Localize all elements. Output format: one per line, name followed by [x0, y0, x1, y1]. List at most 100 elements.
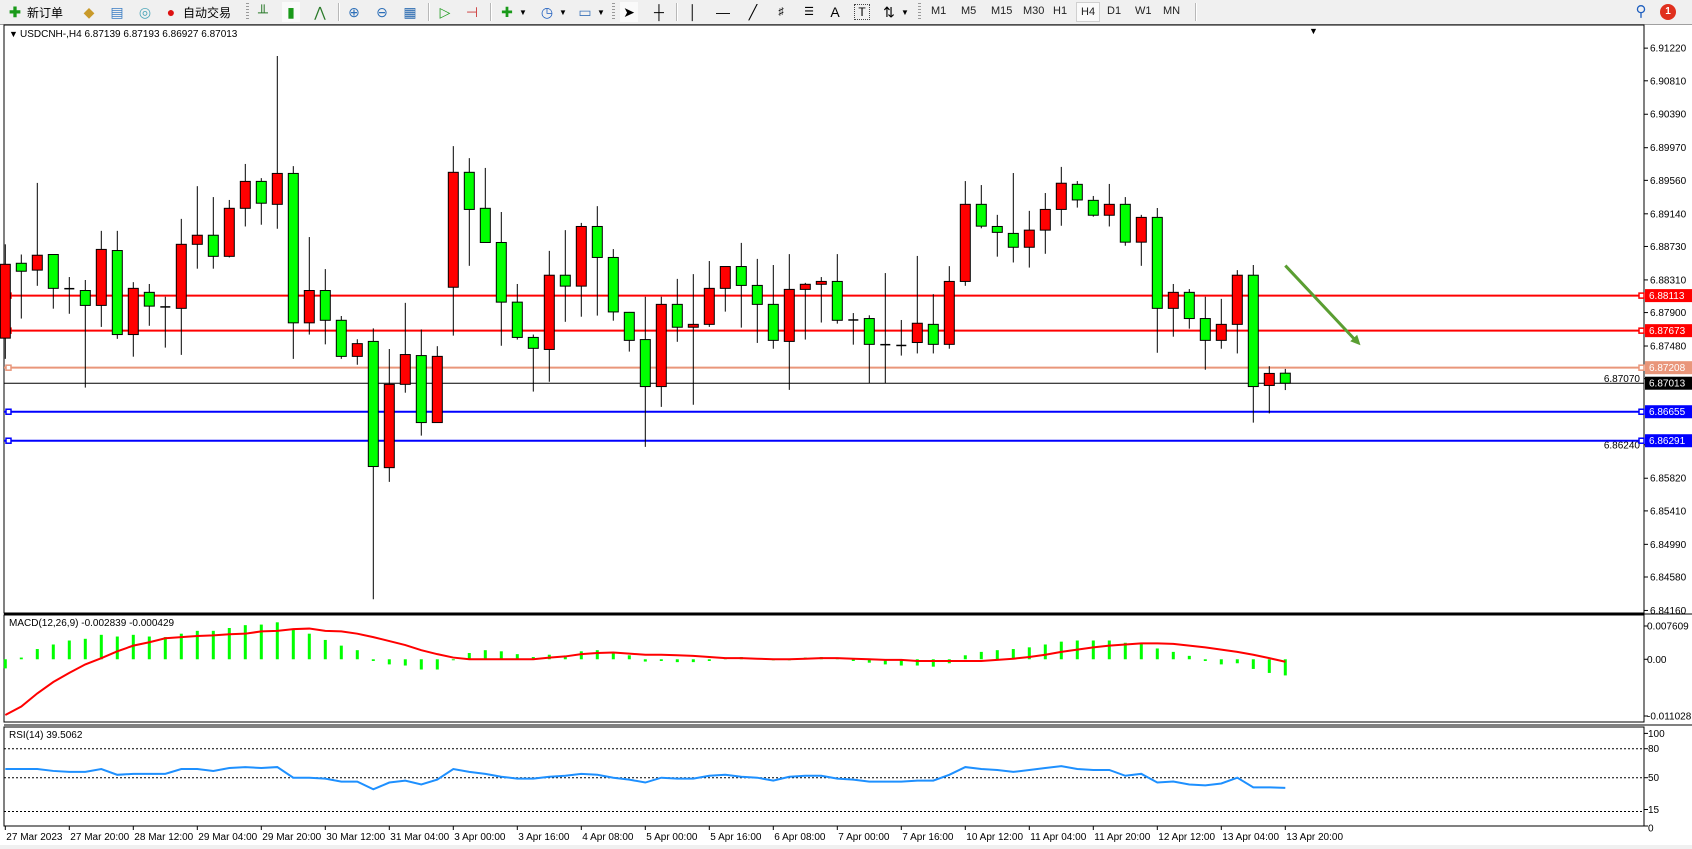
candle-body: [1119, 203, 1131, 243]
time-label: 6 Apr 08:00: [774, 832, 826, 843]
candle: [479, 167, 491, 243]
candle-body: [271, 172, 283, 205]
timeframe-mn[interactable]: MN: [1163, 5, 1181, 17]
fibonacci-fan-button[interactable]: ☰: [800, 2, 818, 22]
candle-body: [255, 180, 267, 204]
candlestick-button[interactable]: ▮: [282, 2, 300, 22]
candle-body: [687, 323, 699, 328]
zoom-out-button[interactable]: ⊖: [373, 2, 391, 22]
macd-histogram-bar: [1203, 659, 1207, 661]
timeframe-m15[interactable]: M15: [991, 5, 1013, 17]
trend-arrow-line[interactable]: [1284, 264, 1356, 341]
market-watch-button[interactable]: ◆: [80, 2, 98, 22]
vertical-line-button[interactable]: │: [684, 2, 702, 22]
templates-dropdown[interactable]: ▭ ▼: [576, 2, 605, 22]
new-order-button[interactable]: ✚ 新订单: [6, 2, 63, 22]
candle-body: [543, 274, 555, 350]
candle-body: [1135, 216, 1147, 243]
text-label-button[interactable]: T: [854, 2, 870, 22]
timeframe-h4[interactable]: H4: [1076, 2, 1101, 22]
tile-windows-button[interactable]: ▦: [401, 2, 419, 22]
macd-histogram-bar: [275, 622, 279, 660]
candle-body: [767, 303, 779, 341]
text-button[interactable]: A: [826, 2, 844, 22]
bid-price-label: 6.87013: [1649, 379, 1686, 390]
candle: [367, 328, 379, 600]
candle-body: [207, 234, 219, 257]
candle-body: [463, 171, 475, 210]
candle-body: [111, 250, 123, 336]
fibonacci-button[interactable]: ♯: [772, 2, 790, 22]
macd-histogram-bar: [83, 638, 87, 660]
separator: [676, 3, 678, 21]
macd-histogram-bar: [403, 659, 407, 666]
candle: [447, 146, 459, 336]
macd-histogram-bar: [1187, 655, 1191, 660]
trendline-button[interactable]: ╱: [744, 2, 762, 22]
auto-scroll-button[interactable]: ▷: [436, 2, 454, 22]
bar-chart-button[interactable]: ╨: [254, 2, 272, 22]
candle: [207, 197, 219, 269]
line-chart-button[interactable]: ⋀: [311, 2, 329, 22]
rsi-label: RSI(14) 39.5062: [9, 730, 83, 741]
timeframe-m1[interactable]: M1: [931, 5, 947, 17]
candle-body: [991, 225, 1003, 233]
indicators-dropdown[interactable]: ✚ ▼: [498, 2, 527, 22]
macd-histogram-bar: [579, 651, 583, 660]
macd-histogram-bar: [931, 659, 935, 667]
candle: [79, 279, 91, 388]
timeframe-w1[interactable]: W1: [1135, 5, 1152, 17]
timeframe-m5[interactable]: M5: [961, 5, 977, 17]
timeframe-d1[interactable]: D1: [1107, 5, 1122, 17]
candle: [127, 282, 139, 357]
level-handle-icon: [5, 364, 12, 371]
macd-histogram-bar: [707, 659, 711, 661]
candle: [495, 211, 507, 346]
arrows-dropdown[interactable]: ⇅ ▼: [880, 2, 909, 22]
candle-body: [831, 280, 843, 321]
candle: [1071, 181, 1083, 208]
macd-histogram-bar: [1059, 641, 1063, 660]
market-watch-icon: ◆: [83, 4, 95, 20]
macd-histogram-bar: [451, 659, 455, 661]
time-label: 5 Apr 00:00: [646, 832, 698, 843]
macd-histogram-bar: [435, 659, 439, 670]
zoom-in-button[interactable]: ⊕: [345, 2, 363, 22]
search-button[interactable]: ⚲: [1632, 2, 1650, 22]
crosshair-icon: ┼: [654, 4, 664, 20]
timeframe-m30[interactable]: M30: [1023, 5, 1045, 17]
timeframe-h1[interactable]: H1: [1053, 5, 1068, 17]
navigator-button[interactable]: ▤: [108, 2, 126, 22]
candle-body: [735, 266, 747, 286]
macd-histogram-bar: [371, 659, 375, 661]
signals-button[interactable]: ◎: [136, 2, 154, 22]
candle-body: [927, 323, 939, 345]
collapse-triangle-icon[interactable]: ▼: [9, 29, 18, 39]
periods-dropdown[interactable]: ◷ ▼: [538, 2, 567, 22]
candle: [799, 282, 811, 340]
candle-body: [655, 303, 667, 388]
auto-trading-button[interactable]: ● 自动交易: [162, 2, 231, 22]
candle: [383, 349, 395, 482]
bar-chart-icon: ╨: [258, 4, 268, 20]
crosshair-button[interactable]: ┼: [650, 2, 668, 22]
macd-histogram-bar: [531, 657, 535, 660]
candle: [607, 249, 619, 321]
text-icon: A: [830, 4, 840, 20]
new-order-label: 新订单: [27, 5, 64, 20]
macd-histogram-bar: [867, 659, 871, 663]
macd-histogram-bar: [259, 624, 263, 660]
level-price-badge: [1645, 361, 1692, 375]
macd-histogram-bar: [899, 659, 903, 666]
horizontal-line-button[interactable]: —: [714, 2, 732, 22]
chart-shift-button[interactable]: ⊣: [463, 2, 481, 22]
candle-body: [495, 241, 507, 303]
price-tick-label: 6.89970: [1650, 143, 1687, 154]
chart-background: [0, 25, 1692, 849]
rsi-tick-label: 100: [1648, 729, 1665, 740]
notification-button[interactable]: 1: [1660, 2, 1676, 22]
candle: [15, 254, 27, 319]
cursor-button[interactable]: ➤: [620, 2, 638, 22]
separator: [1195, 3, 1197, 21]
